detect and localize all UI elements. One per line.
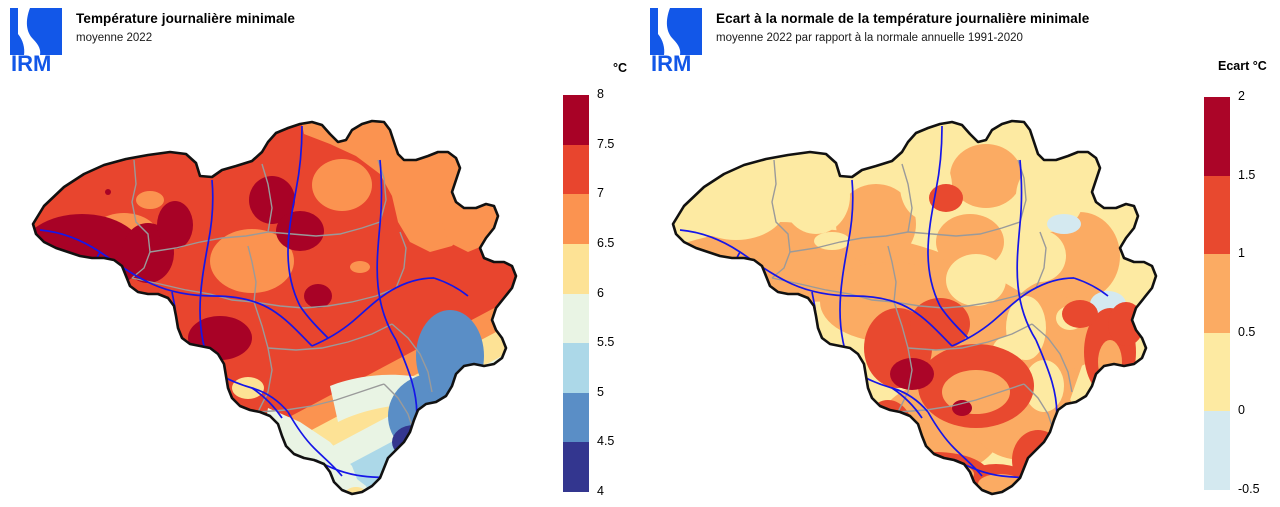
colorbar-swatches (1204, 97, 1230, 491)
colorbar-unit-label: °C (613, 61, 628, 75)
colorbar-swatch (563, 194, 589, 245)
province-borders (771, 159, 1073, 433)
colorbar-swatch (1204, 411, 1230, 491)
colorbar-tick-label: 4.5 (597, 434, 615, 449)
colorbar-tick-label: 7 (597, 186, 604, 201)
irm-logo: IRM (648, 6, 706, 72)
colorbar-swatch (1204, 254, 1230, 334)
province-borders (131, 159, 433, 433)
irm-logo-text: IRM (651, 51, 691, 72)
colorbar-tick-label: 0 (1238, 403, 1245, 418)
panel-right-subtitle: moyenne 2022 par rapport à la normale an… (716, 32, 1023, 44)
colorbar-tick-label: 5.5 (597, 335, 615, 350)
panel-left-titles: Température journalière minimale moyenne… (76, 10, 546, 46)
panel-left-title: Température journalière minimale (76, 11, 296, 26)
colorbar-tick-label: 6 (597, 285, 604, 300)
belgium-outline (31, 119, 518, 496)
colorbar-swatch (1204, 175, 1230, 255)
colorbar-swatch (563, 343, 589, 394)
anomaly-bands (673, 121, 1156, 494)
colorbar-swatch (563, 95, 589, 146)
map-temperature-min (0, 56, 540, 507)
colorbar-swatch (1204, 332, 1230, 412)
colorbar-tick-label: 4 (597, 484, 604, 498)
colorbar-swatch (563, 442, 589, 493)
colorbar-swatch (563, 293, 589, 344)
belgium-outline (671, 119, 1158, 496)
colorbar-temperature: °C 8 7.5 7 6.5 6 5.5 5 4.5 4 (540, 0, 640, 507)
map-temperature-anomaly (640, 56, 1180, 507)
colorbar-swatch (563, 243, 589, 294)
panel-left-subtitle: moyenne 2022 (76, 32, 153, 44)
panel-right-titles: Ecart à la normale de la température jou… (716, 10, 1186, 46)
colorbar-swatches (563, 95, 589, 493)
colorbar-tick-label: 1.5 (1238, 167, 1256, 182)
colorbar-tick-label: 8 (597, 87, 604, 101)
temperature-bands (33, 121, 516, 494)
colorbar-swatch (563, 144, 589, 195)
colorbar-tick-label: 5 (597, 384, 604, 399)
colorbar-tick-label: 7.5 (597, 136, 615, 151)
panel-temperature-min: IRM Température journalière minimale moy… (0, 0, 640, 507)
colorbar-tick-label: 0.5 (1238, 324, 1256, 339)
colorbar-tick-label: 2 (1238, 89, 1245, 103)
colorbar-tick-label: 6.5 (597, 235, 615, 250)
irm-logo-text: IRM (11, 51, 51, 72)
panel-right-title: Ecart à la normale de la température jou… (716, 11, 1090, 26)
colorbar-swatch (1204, 97, 1230, 177)
colorbar-tick-label: 1 (1238, 246, 1245, 261)
colorbar-unit-label: Ecart °C (1218, 59, 1267, 73)
colorbar-swatch (563, 392, 589, 443)
colorbar-anomaly: Ecart °C 2 1.5 1 0.5 0 -0.5 (1196, 0, 1280, 507)
colorbar-tick-label: -0.5 (1238, 482, 1260, 496)
panel-temperature-anomaly: IRM Ecart à la normale de la température… (640, 0, 1280, 507)
irm-logo: IRM (8, 6, 66, 72)
